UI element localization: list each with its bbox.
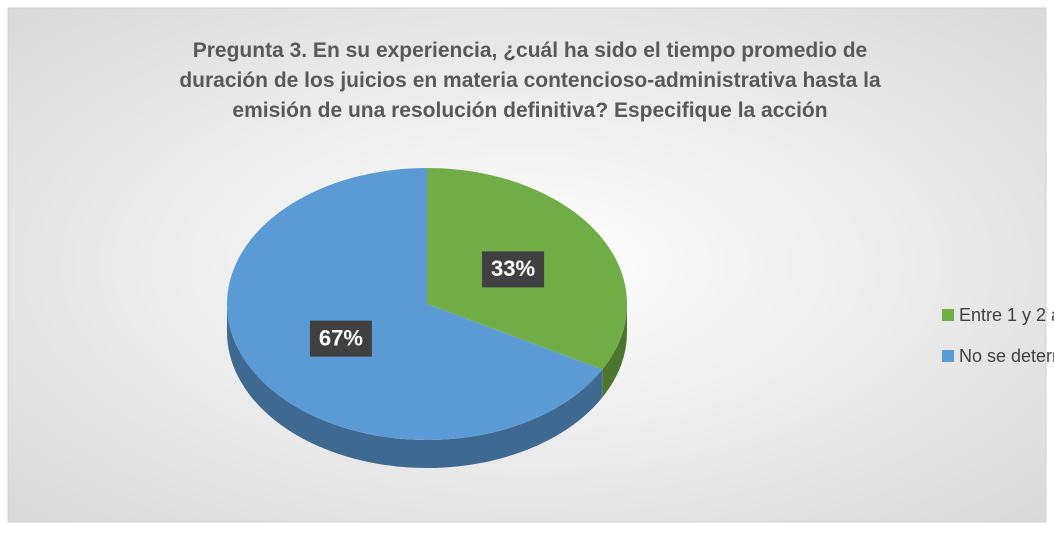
value-label-box <box>482 251 545 288</box>
value-label-box <box>309 320 372 357</box>
legend-label: No se determina <box>959 346 1054 366</box>
value-label: 67% <box>319 325 363 350</box>
legend-swatch <box>942 350 954 362</box>
slice <box>227 168 603 440</box>
slice-side <box>227 304 603 468</box>
legend-label: Entre 1 y 2 años <box>959 305 1054 325</box>
slice-side <box>602 304 627 398</box>
value-label: 33% <box>491 256 535 281</box>
chart-title: Pregunta 3. En su experiencia, ¿cuál ha … <box>179 39 881 122</box>
legend-swatch <box>942 309 954 321</box>
